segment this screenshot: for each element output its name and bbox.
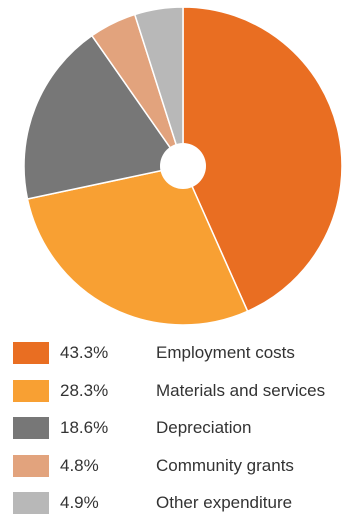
legend-percent: 28.3% xyxy=(60,380,109,400)
legend-swatch xyxy=(13,379,49,402)
legend-swatch xyxy=(13,342,49,364)
legend-swatch xyxy=(13,492,49,514)
legend: 43.3% Employment costs 28.3% Materials a… xyxy=(13,341,347,529)
legend-item-community-grants: 4.8% Community grants xyxy=(13,454,347,479)
legend-label: Materials and services xyxy=(156,380,326,400)
legend-label: Other expenditure xyxy=(156,493,293,512)
pie-slice-other-expenditure xyxy=(133,6,184,167)
legend-percent: 4.9% xyxy=(60,493,99,512)
legend-item-depreciation: 18.6% Depreciation xyxy=(13,416,347,441)
legend-percent: 4.8% xyxy=(60,455,99,475)
pie-slice-materials-and-services xyxy=(26,165,249,326)
legend-label: Community grants xyxy=(156,455,294,475)
legend-swatch xyxy=(13,454,49,477)
legend-label: Employment costs xyxy=(156,343,295,362)
pie-chart xyxy=(23,6,343,326)
legend-item-materials-and-services: 28.3% Materials and services xyxy=(13,379,347,404)
legend-item-other-expenditure: 4.9% Other expenditure xyxy=(13,491,347,516)
donut-hole xyxy=(160,143,206,189)
legend-percent: 18.6% xyxy=(60,418,109,437)
legend-swatch xyxy=(13,417,49,439)
pie-slice-employment-costs xyxy=(182,6,343,313)
pie-slice-depreciation xyxy=(23,34,185,200)
legend-label: Depreciation xyxy=(156,418,252,437)
legend-item-employment-costs: 43.3% Employment costs xyxy=(13,341,347,366)
legend-percent: 43.3% xyxy=(60,343,109,362)
